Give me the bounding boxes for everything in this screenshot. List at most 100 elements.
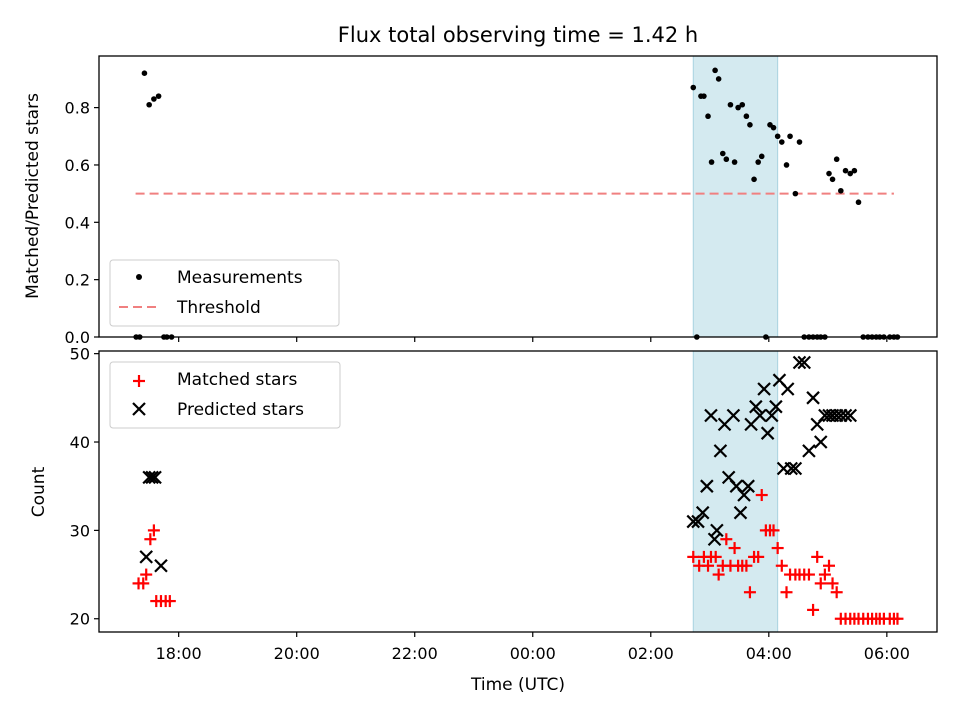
predicted-star-marker-b — [154, 558, 168, 573]
predicted-star-point — [760, 426, 775, 440]
predicted-star-marker-b — [713, 444, 728, 458]
x-tick-label: 20:00 — [274, 644, 320, 663]
matched-star-point — [811, 550, 824, 563]
measurement-point — [715, 76, 722, 82]
predicted-star-point — [691, 514, 705, 529]
predicted-star-marker-b — [710, 523, 724, 538]
bottom-legend: Matched stars Predicted stars — [109, 361, 341, 429]
legend-label-threshold: Threshold — [176, 298, 261, 318]
matched-star-point — [712, 568, 725, 581]
predicted-star-point — [843, 408, 858, 423]
legend-marker-predicted — [132, 402, 146, 416]
predicted-star-marker-b — [737, 488, 751, 502]
measurement-point — [705, 113, 711, 120]
measurement-point — [851, 167, 858, 174]
predicted-star-point — [139, 550, 153, 564]
bottom-y-tick-label: 40 — [70, 433, 90, 452]
top-y-tick-label: 0.2 — [65, 271, 90, 290]
predicted-star-point — [695, 505, 710, 520]
measurement-point — [727, 101, 734, 108]
measurement-point — [787, 133, 793, 140]
predicted-star-marker-b — [148, 470, 162, 485]
bottom-y-axis: 20 30 40 50 — [70, 345, 99, 629]
matched-star-point — [740, 559, 753, 572]
matched-star-point — [814, 577, 827, 590]
predicted-star-point — [838, 408, 853, 423]
measurement-point — [829, 176, 836, 183]
predicted-star-point — [710, 523, 724, 538]
predicted-star-point — [784, 461, 799, 476]
predicted-star-marker-b — [749, 399, 763, 414]
measurement-point — [783, 162, 790, 168]
matched-star-point — [687, 550, 700, 563]
matched-star-point — [702, 559, 715, 572]
predicted-star-point — [769, 399, 783, 414]
predicted-star-point — [713, 444, 728, 458]
matched-star-point — [163, 595, 176, 608]
measurement-point — [743, 113, 750, 120]
predicted-star-marker-b — [721, 470, 736, 485]
predicted-star-point — [726, 408, 741, 423]
predicted-star-marker-b — [792, 355, 807, 370]
x-axis-label: Time (UTC) — [470, 675, 565, 695]
matched-star-point — [826, 577, 839, 590]
measurement-point — [796, 139, 803, 145]
predicted-star-marker-b — [772, 373, 787, 387]
bottom-x-axis: 18:00 20:00 22:00 00:00 02:00 04:00 06:00 — [156, 632, 910, 663]
bottom-series-matched-stars — [132, 489, 904, 625]
measurement-point — [838, 187, 844, 194]
legend-marker-matched — [133, 375, 145, 387]
matched-star-point — [830, 586, 843, 599]
top-x-ticks — [178, 337, 888, 342]
predicted-star-point — [788, 461, 803, 476]
measurement-point — [842, 167, 849, 174]
predicted-star-marker-b — [691, 514, 705, 529]
measurement-point — [774, 133, 781, 140]
measurement-point — [723, 156, 730, 163]
predicted-star-marker-b — [139, 550, 153, 564]
predicted-star-marker-b — [788, 461, 803, 476]
predicted-star-marker-b — [729, 479, 744, 493]
predicted-star-point — [813, 435, 828, 449]
measurement-point — [833, 156, 840, 163]
predicted-star-point — [757, 382, 771, 396]
top-y-axis: 0.0 0.2 0.4 0.6 0.8 — [65, 99, 99, 347]
matched-star-point — [775, 559, 788, 572]
predicted-star-point — [733, 505, 748, 520]
predicted-star-marker-b — [813, 435, 828, 449]
predicted-star-marker-b — [757, 382, 771, 396]
predicted-star-marker-b — [806, 391, 820, 405]
bottom-shaded-region — [692, 350, 779, 633]
measurement-point — [690, 84, 697, 91]
measurement-point — [751, 176, 757, 183]
measurement-point — [755, 159, 761, 165]
predicted-star-marker-b — [784, 461, 799, 476]
predicted-star-point — [700, 479, 714, 493]
legend-marker-measurements — [136, 274, 142, 280]
legend-label-matched: Matched stars — [177, 370, 297, 390]
predicted-star-point — [704, 408, 718, 423]
measurement-point — [146, 101, 152, 108]
top-y-tick-label: 0.6 — [65, 156, 90, 175]
predicted-star-marker-b — [769, 399, 783, 414]
predicted-star-marker-b — [700, 479, 714, 493]
matched-star-point — [807, 603, 820, 616]
top-panel: 0.00.20.40.60.8 Matched/Predicted stars … — [23, 55, 938, 347]
predicted-star-point — [764, 408, 779, 423]
measurement-point — [770, 124, 777, 131]
top-frame — [98, 55, 938, 338]
predicted-star-point — [753, 408, 767, 423]
bottom-series-predicted-stars — [139, 355, 858, 573]
measurement-point — [708, 159, 715, 165]
predicted-star-point — [749, 399, 763, 414]
predicted-star-marker-b — [764, 408, 779, 423]
matched-star-point — [137, 577, 150, 590]
predicted-star-marker-b — [741, 479, 755, 493]
matched-star-point — [709, 550, 722, 563]
top-y-tick-label: 0.8 — [65, 99, 90, 118]
predicted-star-marker-b — [145, 470, 159, 485]
top-shaded-region — [692, 55, 779, 338]
predicted-star-point — [797, 355, 811, 370]
bottom-frame — [98, 350, 938, 633]
